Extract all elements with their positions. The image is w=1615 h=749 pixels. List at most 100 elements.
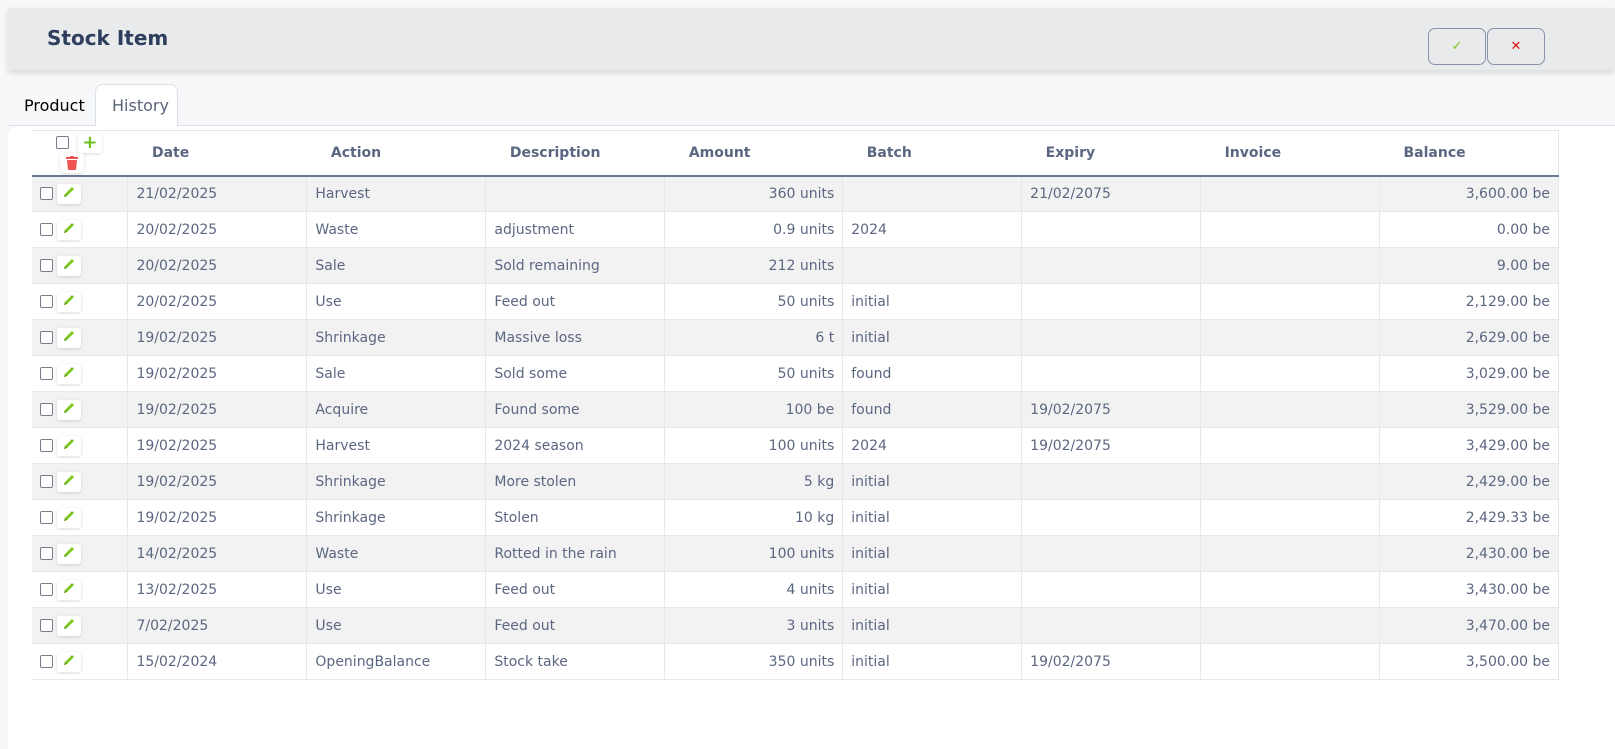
cell-date: 15/02/2024 xyxy=(127,643,308,680)
row-checkbox[interactable] xyxy=(40,223,53,236)
cell-amount: 50 units xyxy=(664,283,844,320)
row-checkbox[interactable] xyxy=(40,475,53,488)
select-all-checkbox[interactable] xyxy=(56,136,69,150)
edit-button[interactable] xyxy=(57,291,81,312)
cell-action: Shrinkage xyxy=(306,463,487,500)
table-row[interactable]: 19/02/2025 Harvest 2024 season 100 units 202… xyxy=(32,427,1559,464)
edit-button[interactable] xyxy=(57,255,81,276)
cell-balance: 3,470.00 be xyxy=(1379,607,1559,644)
table-row[interactable]: 21/02/2025 Harvest 360 units 21/02/2075 3,60… xyxy=(32,175,1559,212)
row-checkbox[interactable] xyxy=(40,619,53,632)
row-checkbox[interactable] xyxy=(40,547,53,560)
edit-button[interactable] xyxy=(57,615,81,636)
check-icon: ✓ xyxy=(1451,39,1463,54)
cell-batch: initial xyxy=(842,535,1023,572)
edit-button[interactable] xyxy=(57,543,81,564)
cell-invoice xyxy=(1200,283,1381,320)
table-row[interactable]: 13/02/2025 Use Feed out 4 units initial 3,430… xyxy=(32,571,1559,608)
row-checkbox[interactable] xyxy=(40,295,53,308)
row-checkbox[interactable] xyxy=(40,439,53,452)
edit-button[interactable] xyxy=(57,183,81,204)
row-checkbox[interactable] xyxy=(40,511,53,524)
cell-description: Massive loss xyxy=(485,319,666,356)
table-row[interactable]: 20/02/2025 Use Feed out 50 units initial 2,12… xyxy=(32,283,1559,320)
table-row[interactable]: 19/02/2025 Shrinkage More stolen 5 kg initia… xyxy=(32,463,1559,500)
cell-date: 19/02/2025 xyxy=(127,391,308,428)
column-header-date[interactable]: Date xyxy=(127,130,307,177)
column-header-balance[interactable]: Balance xyxy=(1379,130,1559,177)
add-button[interactable]: + xyxy=(77,132,102,153)
cell-description: Rotted in the rain xyxy=(485,535,666,572)
column-header-invoice[interactable]: Invoice xyxy=(1200,130,1380,177)
row-checkbox[interactable] xyxy=(40,367,53,380)
cell-batch xyxy=(842,175,1023,212)
edit-button[interactable] xyxy=(57,363,81,384)
column-header-description[interactable]: Description xyxy=(485,130,665,177)
cell-action: OpeningBalance xyxy=(306,643,487,680)
table-row[interactable]: 20/02/2025 Sale Sold remaining 212 units 9.0… xyxy=(32,247,1559,284)
table-row[interactable]: 19/02/2025 Shrinkage Massive loss 6 t initia… xyxy=(32,319,1559,356)
cell-amount: 360 units xyxy=(664,175,844,212)
table-row[interactable]: 19/02/2025 Sale Sold some 50 units found 3,02… xyxy=(32,355,1559,392)
column-header-action[interactable]: Action xyxy=(306,130,486,177)
cancel-button[interactable]: ✕ xyxy=(1487,28,1545,65)
cell-amount: 100 units xyxy=(664,535,844,572)
column-header-expiry[interactable]: Expiry xyxy=(1021,130,1201,177)
row-checkbox[interactable] xyxy=(40,331,53,344)
cell-balance: 3,029.00 be xyxy=(1379,355,1559,392)
cell-balance: 3,529.00 be xyxy=(1379,391,1559,428)
row-checkbox[interactable] xyxy=(40,187,53,201)
tab-history[interactable]: History xyxy=(95,84,178,126)
table-row[interactable]: 15/02/2024 OpeningBalance Stock take 350 un… xyxy=(32,643,1559,680)
table-row[interactable]: 19/02/2025 Acquire Found some 100 be found 19… xyxy=(32,391,1559,428)
edit-button[interactable] xyxy=(57,435,81,456)
table-row[interactable]: 7/02/2025 Use Feed out 3 units initial 3,470.… xyxy=(32,607,1559,644)
edit-button[interactable] xyxy=(57,507,81,528)
cell-description: Stolen xyxy=(485,499,666,536)
edit-button[interactable] xyxy=(57,651,81,672)
pencil-icon xyxy=(62,257,76,275)
edit-button[interactable] xyxy=(57,327,81,348)
row-checkbox[interactable] xyxy=(40,259,53,272)
cell-description: Stock take xyxy=(485,643,666,680)
close-icon: ✕ xyxy=(1510,39,1522,54)
pencil-icon xyxy=(62,293,76,311)
cell-batch xyxy=(842,247,1023,284)
edit-button[interactable] xyxy=(57,219,81,240)
column-header-batch[interactable]: Batch xyxy=(842,130,1022,177)
cell-batch: found xyxy=(842,355,1023,392)
table-row[interactable]: 19/02/2025 Shrinkage Stolen 10 kg initial 2,4… xyxy=(32,499,1559,536)
cell-description: adjustment xyxy=(485,211,666,248)
table-row[interactable]: 14/02/2025 Waste Rotted in the rain 100 uni… xyxy=(32,535,1559,572)
cell-invoice xyxy=(1200,355,1381,392)
row-checkbox[interactable] xyxy=(40,655,53,668)
cell-amount: 100 units xyxy=(664,427,844,464)
cell-description: 2024 season xyxy=(485,427,666,464)
trash-icon xyxy=(66,155,78,170)
cell-batch: initial xyxy=(842,319,1023,356)
delete-button[interactable] xyxy=(60,152,84,173)
cell-date: 19/02/2025 xyxy=(127,427,308,464)
cell-date: 14/02/2025 xyxy=(127,535,308,572)
pencil-icon xyxy=(62,545,76,563)
row-checkbox[interactable] xyxy=(40,403,53,416)
pencil-icon xyxy=(62,617,76,635)
column-header-amount[interactable]: Amount xyxy=(664,130,843,177)
row-actions xyxy=(32,571,129,608)
table-row[interactable]: 20/02/2025 Waste adjustment 0.9 units 2024 0.… xyxy=(32,211,1559,248)
cell-expiry xyxy=(1021,463,1202,500)
cell-invoice xyxy=(1200,499,1381,536)
tab-product[interactable]: Product xyxy=(24,95,85,115)
cell-amount: 100 be xyxy=(664,391,844,428)
cell-expiry xyxy=(1021,607,1202,644)
cell-balance: 3,429.00 be xyxy=(1379,427,1559,464)
cell-expiry xyxy=(1021,499,1202,536)
edit-button[interactable] xyxy=(57,579,81,600)
confirm-button[interactable]: ✓ xyxy=(1428,28,1486,65)
edit-button[interactable] xyxy=(57,471,81,492)
edit-button[interactable] xyxy=(57,399,81,420)
cell-invoice xyxy=(1200,535,1381,572)
cell-date: 20/02/2025 xyxy=(127,247,308,284)
row-checkbox[interactable] xyxy=(40,583,53,596)
cell-invoice xyxy=(1200,607,1381,644)
